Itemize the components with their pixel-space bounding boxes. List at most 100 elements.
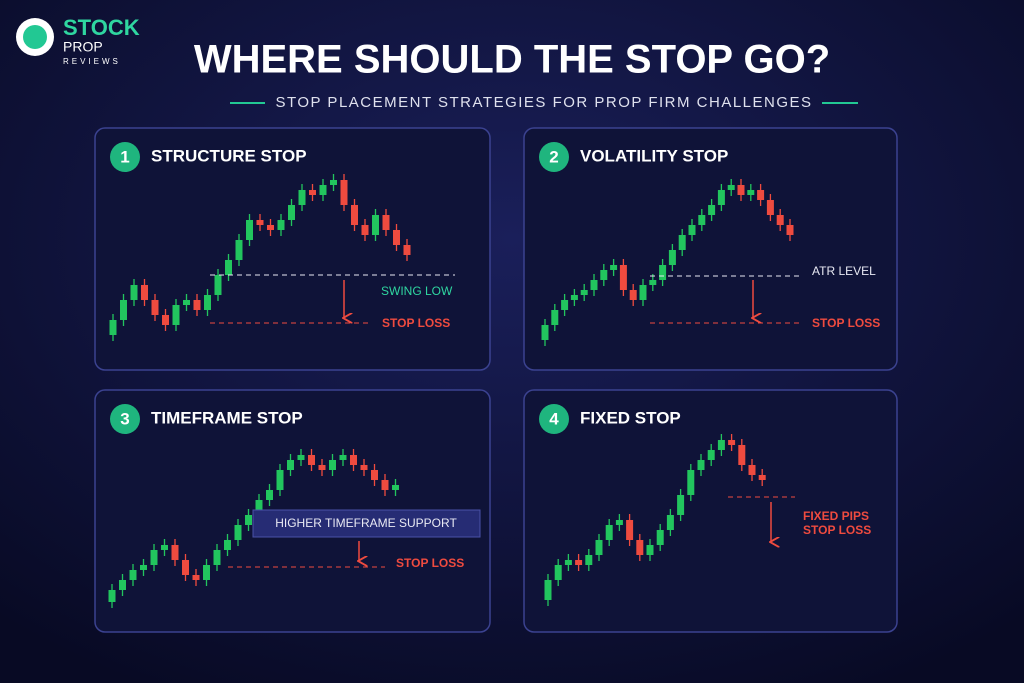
candle-body [403,245,411,255]
candle-body [225,260,232,275]
candle-body [203,565,210,580]
candle-body [551,310,559,325]
candle-body [688,225,696,235]
candle-body [192,575,200,580]
candle-body [339,455,347,460]
candle-body [140,565,147,570]
candle-body [213,550,221,565]
candle-body [319,185,327,195]
panel-number: 4 [549,409,559,428]
candle-body [255,500,263,515]
candle-body [214,275,222,295]
candle-body [610,265,618,270]
stop-label: STOP LOSS [812,316,880,330]
candle-body [636,540,644,555]
candle-body [172,305,180,325]
candle-body [330,180,337,185]
candle-body [575,560,583,565]
candle-body [162,315,169,325]
level-label: ATR LEVEL [812,264,876,278]
candle-body [666,515,674,530]
candle-body [605,525,613,540]
number-badge [539,142,569,172]
support-label: HIGHER TIMEFRAME SUPPORT [275,516,457,530]
candle-body [108,590,116,602]
candle-body [204,295,211,310]
panels: 1 STRUCTURE STOP 2 VOLATILITY STOP 3 TIM… [94,127,898,633]
candle-body [727,185,735,190]
panel-title: STRUCTURE STOP [151,146,307,165]
candle-body [697,460,705,470]
candle-body [656,530,664,545]
candle-body [590,280,598,290]
candle-body [130,285,138,300]
candle-body [698,215,706,225]
candle-body [298,190,306,205]
candle-body [308,455,315,465]
candle-body [256,220,264,225]
candle-body [393,230,400,245]
panel-title: FIXED STOP [580,408,681,427]
candle-body [748,465,756,475]
candle-body [738,445,746,465]
candle-body [234,525,242,540]
logo-name: STOCK [63,15,140,40]
candle-body [235,240,243,260]
candle-body [687,470,695,495]
candle-body [267,225,274,230]
candle-body [361,225,369,235]
candle-body [561,300,569,310]
candle-body [747,190,755,195]
candle-body [639,285,647,300]
candle-body [757,190,765,200]
candle-body [141,285,148,300]
candle-body [668,250,676,265]
candle-body [677,495,685,515]
candle-body [629,290,637,300]
candle-body [183,300,190,305]
candle-body [678,235,686,250]
title: WHERE SHOULD THE STOP GO? [194,38,830,82]
candle-body [708,205,716,215]
candle-body [570,295,578,300]
level-label: SWING LOW [381,284,453,298]
candle-body [288,205,295,220]
candle-body [737,185,745,195]
logo-line: REVIEWS [63,57,121,66]
candle-body [649,280,657,285]
candle-body [297,455,305,460]
panel-number: 2 [549,147,558,166]
candle-body [266,490,273,500]
candle-body [646,545,654,555]
panel [523,127,898,371]
logo-dot [23,25,47,49]
candle-body [600,270,608,280]
candle-body [619,265,627,290]
candle-body [728,440,736,445]
candle-body [129,570,137,580]
candle-body [119,580,126,590]
candle-body [371,470,378,480]
candle-body [392,485,399,490]
candle-body [161,545,168,550]
candle-body [171,545,179,560]
candle-body [758,475,766,480]
panel-title: TIMEFRAME STOP [151,408,303,427]
candle-body [381,480,389,490]
candle-body [150,550,158,565]
candle-body [615,520,623,525]
candle-body [541,325,549,340]
annotations: SWING LOW STOP LOSS ATR LEVEL STOP LOSS … [210,264,880,570]
subtitle: STOP PLACEMENT STRATEGIES FOR PROP FIRM … [275,94,812,111]
candle-body [151,300,159,315]
candle-body [277,220,285,230]
logo-line: PROP [63,39,103,55]
candle-body [544,580,552,600]
panel [523,389,898,633]
candle-body [318,465,326,470]
panel-number: 3 [120,409,129,428]
number-badge [110,142,140,172]
stop-label: STOP LOSS [803,523,871,537]
candle-body [766,200,774,215]
